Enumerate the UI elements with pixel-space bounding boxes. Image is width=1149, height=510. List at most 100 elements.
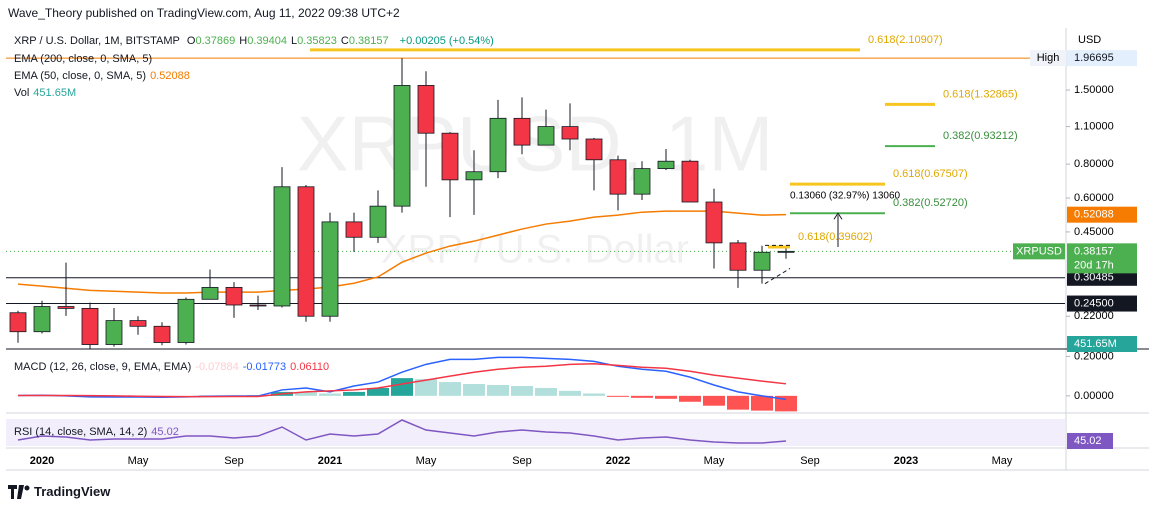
price-label-box <box>1067 243 1137 274</box>
macd-pane <box>17 356 797 412</box>
candle-body <box>753 251 771 271</box>
logo <box>8 484 30 499</box>
high-tag <box>1030 50 1066 67</box>
y-tick-label: 1.10000 <box>1074 121 1114 133</box>
macd-histogram-bar <box>367 387 389 396</box>
ohlc-value: 0.37869 <box>195 35 236 47</box>
candle-body <box>57 306 75 309</box>
candle-body <box>369 205 387 238</box>
legend-row: RSI (14, close, SMA, 14, 2) 45.02 <box>14 426 183 438</box>
fib-label: 0.382(0.93212) <box>943 130 1018 142</box>
candle-body <box>681 160 699 203</box>
candle-body <box>489 117 507 173</box>
rsi-line <box>17 419 787 444</box>
ohlc-value: 0.35823 <box>297 35 337 47</box>
macd-histogram-bar <box>583 393 605 396</box>
x-tick-label: Sep <box>800 455 820 467</box>
x-tick-label: 2023 <box>894 455 918 467</box>
price-label: 0.52088 <box>1074 209 1114 221</box>
y-tick-label: 1.50000 <box>1074 84 1114 96</box>
macd-histogram-bar <box>559 390 581 396</box>
candle-body <box>537 126 555 146</box>
y-tick-label: 0.45000 <box>1074 226 1114 238</box>
ohlc-letter: H <box>239 35 248 47</box>
candle-body <box>417 85 435 134</box>
y-tick-label: 0.20000 <box>1074 350 1114 362</box>
candle-body <box>129 320 147 327</box>
volume-value: 451.65M <box>33 87 77 99</box>
macd-histogram-bar <box>775 395 797 412</box>
change: +0.00205 (+0.54%) <box>399 35 494 47</box>
x-tick-label: May <box>416 455 437 467</box>
macd-histogram-bar <box>439 382 461 396</box>
x-tick-label: May <box>992 455 1013 467</box>
candle-body <box>9 312 27 333</box>
candle-body <box>465 171 483 181</box>
candle-body <box>81 308 99 345</box>
publisher: Wave_Theory published on TradingView.com… <box>8 6 400 20</box>
candle-body <box>657 160 675 170</box>
brand: TradingView <box>34 484 111 499</box>
fib-label: 0.618(2.10907) <box>868 34 943 46</box>
macd-histogram-bar <box>535 387 557 396</box>
candle-body <box>345 221 363 238</box>
candle-body <box>729 242 747 271</box>
candle-body <box>273 186 291 307</box>
price-label-box <box>1067 269 1137 286</box>
macd-histogram-bar <box>703 395 725 406</box>
price-label: 1.96695 <box>1074 52 1114 64</box>
candle-body <box>777 250 795 253</box>
price-label-box <box>1067 295 1137 312</box>
price-label: 451.65M <box>1074 338 1117 350</box>
fib-label: 0.618(0.39602) <box>798 231 873 243</box>
y-tick-label: 0.22000 <box>1074 310 1114 322</box>
price-label: 0.24500 <box>1074 297 1114 309</box>
candle-body <box>153 325 171 343</box>
candle-body <box>705 201 723 244</box>
macd-histogram-bar <box>607 395 629 397</box>
macd-histogram-bar <box>343 391 365 396</box>
legend-row: MACD (12, 26, close, 9, EMA, EMA) -0.0788… <box>14 361 333 373</box>
macd-histogram-bar <box>463 384 485 396</box>
candle-body <box>513 117 531 146</box>
y-tick-label: 0.00000 <box>1074 390 1114 402</box>
price-label-box <box>1067 432 1113 449</box>
candle-body <box>561 126 579 140</box>
indicator-title: EMA (200, close, 0, SMA, 5) <box>14 53 153 65</box>
x-tick-label: 2022 <box>606 455 630 467</box>
ema-line <box>17 210 787 294</box>
symbol-tag <box>1013 243 1065 260</box>
x-tick-label: May <box>704 455 725 467</box>
measure-label: 0.13060 (32.97%) 13060 <box>790 191 901 202</box>
x-tick-label: 2020 <box>30 455 54 467</box>
candle-body <box>321 221 339 317</box>
price-label-box <box>1067 206 1137 223</box>
x-tick-label: Sep <box>512 455 532 467</box>
price-label: 0.30485 <box>1074 272 1114 284</box>
macd-histogram-bar <box>727 395 749 410</box>
ohlc-letter: L <box>290 35 298 47</box>
fib-label: 0.618(0.67507) <box>893 168 968 180</box>
macd-histogram-bar <box>487 385 509 396</box>
macd-histogram-bar <box>295 392 317 396</box>
candle-body <box>441 132 459 181</box>
price-label-box <box>1067 50 1137 67</box>
ohlc-letter: C <box>340 35 349 47</box>
ohlc-letter: O <box>186 35 196 47</box>
symbol-tag-label: XRPUSD <box>1016 245 1062 257</box>
candle-body <box>225 286 243 306</box>
rsi-value: 45.02 <box>151 426 179 438</box>
macd-histogram-bar <box>391 378 413 396</box>
candle-body <box>297 186 315 317</box>
candle-body <box>105 320 123 345</box>
price-label-box <box>1067 336 1137 352</box>
candle-body <box>393 85 411 207</box>
rsi-title: RSI (14, close, SMA, 14, 2) <box>14 426 148 438</box>
signal-value: 0.06110 <box>290 361 330 373</box>
volume-title: Vol <box>14 87 30 99</box>
macd-histogram-bar <box>631 395 653 398</box>
price-label: 45.02 <box>1074 435 1102 447</box>
macd-title: MACD (12, 26, close, 9, EMA, EMA) <box>14 361 192 373</box>
